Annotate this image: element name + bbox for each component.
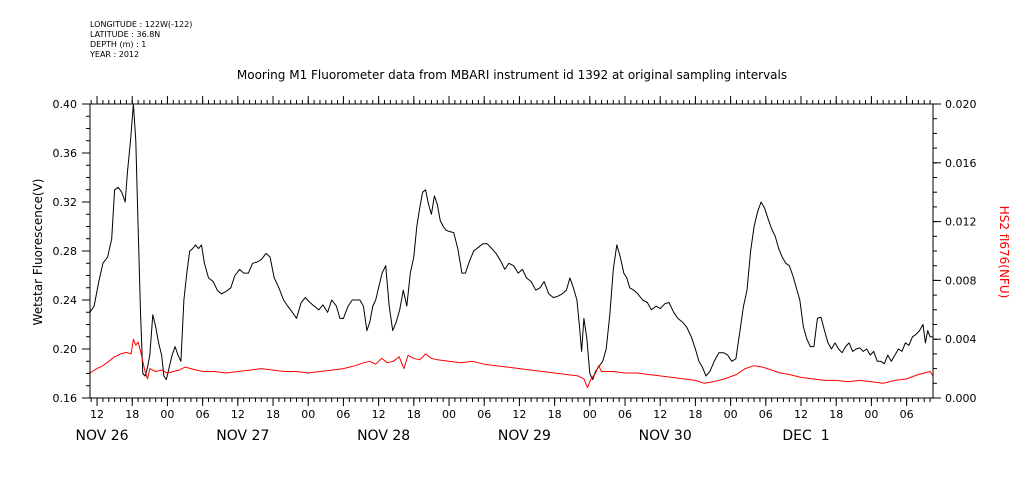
y-left-tick-label: 0.32 <box>53 196 78 209</box>
x-tick-label: 18 <box>125 408 139 421</box>
series-layer <box>89 103 934 389</box>
latitude-label: LATITUDE : 36.8N <box>90 30 161 39</box>
axes-layer: 0.16 0.20 0.24 0.28 0.32 0.36 0.40 0.000 0.004 0.… <box>53 96 977 444</box>
x-day-label: NOV 26 <box>75 428 128 444</box>
y-left-tick-label: 0.28 <box>53 245 78 258</box>
x-tick-label: 00 <box>301 408 315 421</box>
x-tick-label: 12 <box>653 408 667 421</box>
metadata-block: LONGITUDE : 122W(-122) LATITUDE : 36.8N … <box>90 20 192 60</box>
x-tick-label: 06 <box>900 408 914 421</box>
x-tick-label: 00 <box>160 408 174 421</box>
x-day-label: NOV 28 <box>357 428 410 444</box>
y-left-tick-label: 0.24 <box>53 294 78 307</box>
x-day-label: NOV 29 <box>498 428 551 444</box>
x-tick-label: 18 <box>266 408 280 421</box>
y-axis-right-label: HS2 fl676(NFU) <box>997 206 1009 299</box>
y-right-tick-label: 0.020 <box>945 98 977 111</box>
x-tick-label: 00 <box>724 408 738 421</box>
y-left-tick-label: 0.20 <box>53 343 78 356</box>
x-tick-label: 12 <box>794 408 808 421</box>
x-tick-label: 18 <box>407 408 421 421</box>
x-tick-label: 06 <box>336 408 350 421</box>
x-tick-label: 12 <box>512 408 526 421</box>
x-tick-label: 18 <box>829 408 843 421</box>
year-label: YEAR : 2012 <box>90 50 140 59</box>
series-line-wetstar <box>89 103 933 381</box>
x-tick-label: 00 <box>864 408 878 421</box>
x-tick-label: 06 <box>477 408 491 421</box>
x-tick-label: 12 <box>90 408 104 421</box>
x-day-label: NOV 27 <box>216 428 269 444</box>
chart-title: Mooring M1 Fluorometer data from MBARI i… <box>237 68 787 82</box>
y-left-tick-label: 0.36 <box>53 147 78 160</box>
x-tick-label: 06 <box>759 408 773 421</box>
plot-frame <box>89 103 934 399</box>
x-day-label: DEC 1 <box>782 428 829 444</box>
x-tick-label: 18 <box>688 408 702 421</box>
y-axis-left-label: Wetstar Fluorescence(V) <box>31 179 45 326</box>
y-right-tick-label: 0.000 <box>945 392 977 405</box>
x-day-label: NOV 30 <box>639 428 692 444</box>
y-right-tick-label: 0.012 <box>945 216 977 229</box>
x-tick-label: 06 <box>618 408 632 421</box>
x-tick-label: 12 <box>372 408 386 421</box>
x-tick-label: 18 <box>548 408 562 421</box>
x-tick-label: 06 <box>196 408 210 421</box>
x-tick-label: 00 <box>583 408 597 421</box>
y-right-tick-label: 0.004 <box>945 333 977 346</box>
series-line-hs2 <box>89 338 934 389</box>
y-left-tick-label: 0.40 <box>53 98 78 111</box>
x-tick-label: 12 <box>231 408 245 421</box>
longitude-label: LONGITUDE : 122W(-122) <box>90 20 193 29</box>
y-right-tick-label: 0.016 <box>945 157 977 170</box>
y-right-tick-label: 0.008 <box>945 274 977 287</box>
y-left-tick-label: 0.16 <box>53 392 78 405</box>
depth-label: DEPTH (m) : 1 <box>90 40 147 49</box>
x-tick-label: 00 <box>442 408 456 421</box>
